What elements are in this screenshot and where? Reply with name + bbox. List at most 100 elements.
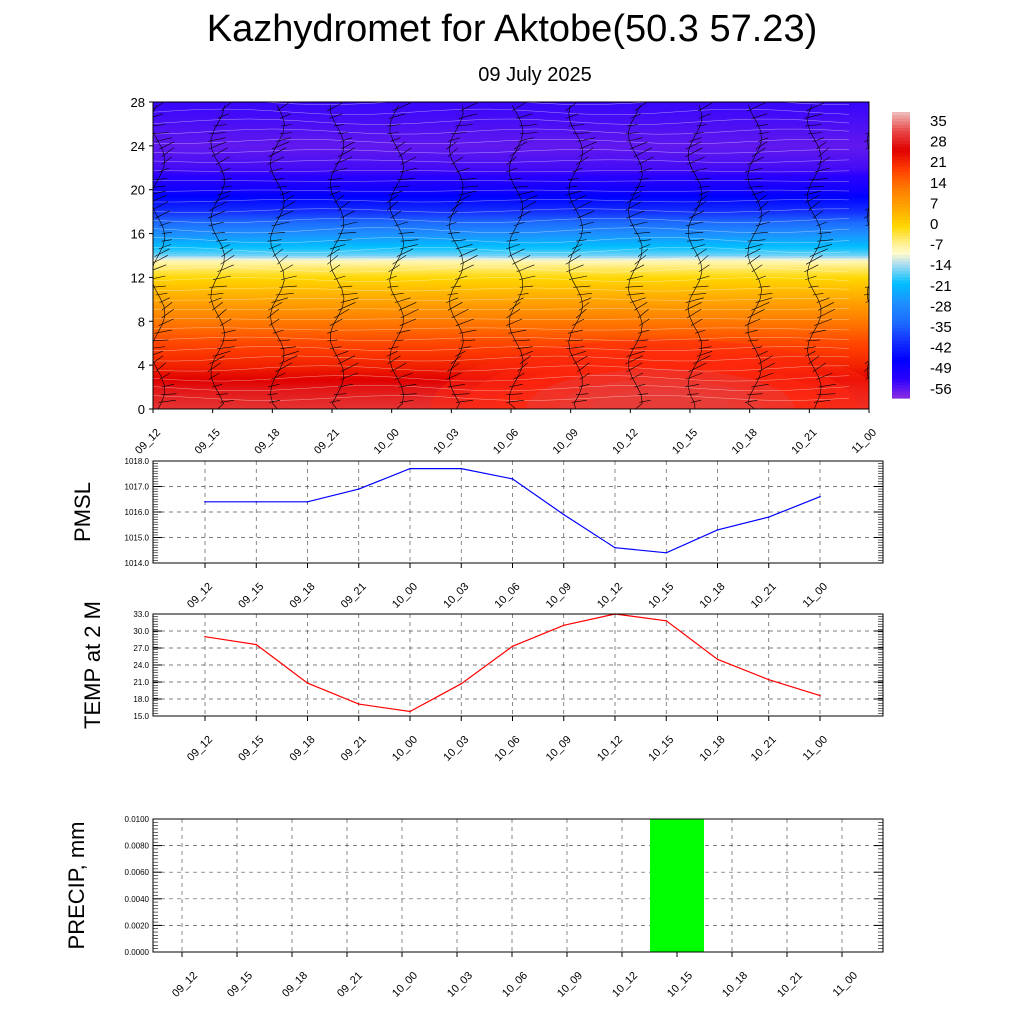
heatmap-band: [153, 264, 869, 268]
y-tick-label: 21.0: [133, 678, 149, 687]
cross-section-panel: 0 4 8 12 16 20 24 28 09_12 09_15 09_18 09_21 10_00 10…: [131, 95, 952, 457]
heatmap-band: [153, 237, 869, 241]
colorbar-label: -56: [930, 381, 952, 398]
colorbar-swatch: [892, 127, 910, 132]
colorbar-label: -49: [930, 360, 952, 377]
x-tick-label: 10_12: [610, 427, 640, 457]
heatmap-band: [153, 183, 869, 186]
heatmap-band: [153, 141, 869, 145]
x-tick-label: 09_12: [133, 427, 163, 457]
colorbar-swatch: [892, 172, 910, 177]
colorbar-swatch: [892, 248, 910, 253]
pmsl-point: [460, 467, 463, 470]
colorbar-swatch: [892, 191, 910, 196]
x-tick-label: 10_03: [441, 734, 471, 764]
heatmap-band: [153, 273, 869, 276]
y-tick-label: 0.0100: [125, 815, 150, 824]
x-tick-label: 09_15: [225, 970, 255, 1000]
heatmap-band: [153, 286, 869, 289]
x-tick-label: 09_12: [185, 734, 215, 764]
colorbar-swatch: [892, 124, 910, 129]
wind-barb-column: [804, 102, 836, 403]
x-tick-label: 10_00: [390, 734, 420, 764]
colorbar-swatch: [892, 283, 910, 288]
heatmap-band: [153, 246, 869, 250]
x-tick-label: 10_21: [789, 427, 819, 457]
colorbar-swatch: [892, 156, 910, 161]
heatmap-band: [153, 319, 869, 322]
y-tick-label: 12: [131, 270, 145, 285]
colorbar-swatch: [892, 166, 910, 170]
temp-point: [255, 643, 258, 646]
wind-barb-staff: [389, 105, 405, 409]
temp-point: [306, 682, 309, 684]
heatmap-band: [153, 404, 869, 408]
temp-panel: 09_12 09_15 09_18 09_21 10_00 10_03 10_06 10_09…: [80, 601, 884, 764]
heatmap-band: [153, 169, 869, 173]
x-tick-label: 10_03: [445, 970, 475, 1000]
pmsl-point: [767, 516, 770, 518]
colorbar-swatch: [892, 216, 910, 221]
x-tick-label: 10_00: [390, 581, 420, 611]
heatmap-band: [153, 130, 869, 134]
x-tick-label: 10_21: [749, 734, 779, 764]
heatmap-band: [153, 226, 869, 230]
wind-barb-staff: [687, 105, 703, 409]
colorbar-swatch: [892, 289, 910, 294]
y-tick-label: 28: [131, 95, 145, 110]
y-tick-label: 4: [138, 358, 145, 373]
y-tick-label: 33.0: [133, 610, 149, 619]
y-tick-label: 1014.0: [125, 559, 150, 568]
x-tick-label: 10_12: [595, 581, 625, 611]
heatmap-band: [153, 156, 869, 160]
wind-barb-staff: [329, 105, 345, 409]
colorbar-swatch: [892, 321, 910, 326]
temp-point: [460, 682, 463, 685]
colorbar-swatch: [892, 181, 910, 186]
x-tick-label: 10_06: [493, 581, 523, 611]
x-tick-label: 11_00: [831, 970, 861, 1000]
colorbar-swatch: [892, 239, 910, 243]
heatmap-band: [153, 376, 869, 379]
x-tick-label: 10_00: [390, 970, 420, 1000]
x-tick-label: 09_15: [236, 581, 266, 611]
heatmap-band: [153, 279, 869, 283]
heatmap-band: [153, 115, 869, 118]
wind-barb-staff: [807, 105, 822, 409]
colorbar-swatch: [892, 118, 910, 123]
colorbar-swatch: [892, 382, 910, 386]
x-tick-label: 11_00: [801, 734, 831, 764]
pmsl-point: [306, 501, 309, 503]
heatmap-band: [153, 143, 869, 147]
colorbar-swatch: [892, 220, 910, 224]
heatmap-band: [153, 248, 869, 252]
heatmap-band: [153, 266, 869, 270]
y-tick-label: 16: [131, 227, 145, 242]
colorbar-swatch: [892, 121, 910, 126]
heatmap-contour: [153, 180, 850, 182]
colorbar-swatch: [892, 299, 910, 304]
y-tick-label: 0.0020: [125, 921, 150, 930]
heatmap-band: [153, 380, 869, 384]
heatmap-band: [153, 299, 869, 303]
colorbar-swatch: [892, 267, 910, 272]
colorbar-swatch: [892, 375, 910, 380]
heatmap-band: [153, 128, 869, 132]
colorbar-swatch: [892, 210, 910, 215]
heatmap-band: [153, 275, 869, 279]
x-tick-label: 10_15: [646, 734, 676, 764]
colorbar-swatch: [892, 372, 910, 377]
x-tick-label: 11_00: [850, 427, 880, 457]
colorbar-swatch: [892, 293, 910, 297]
heatmap-band: [153, 262, 869, 265]
y-tick-label: 0.0040: [125, 895, 150, 904]
heatmap-band: [153, 216, 869, 219]
heatmap-band: [153, 382, 869, 386]
y-tick-label: 0.0000: [125, 948, 150, 957]
wind-barb-staff: [448, 105, 464, 409]
temp-axis-title: TEMP at 2 M: [80, 601, 105, 729]
y-tick-label: 18.0: [133, 695, 149, 704]
heatmap-band: [153, 106, 869, 110]
x-tick-label: 10_21: [749, 581, 779, 611]
heatmap-band: [153, 104, 869, 107]
